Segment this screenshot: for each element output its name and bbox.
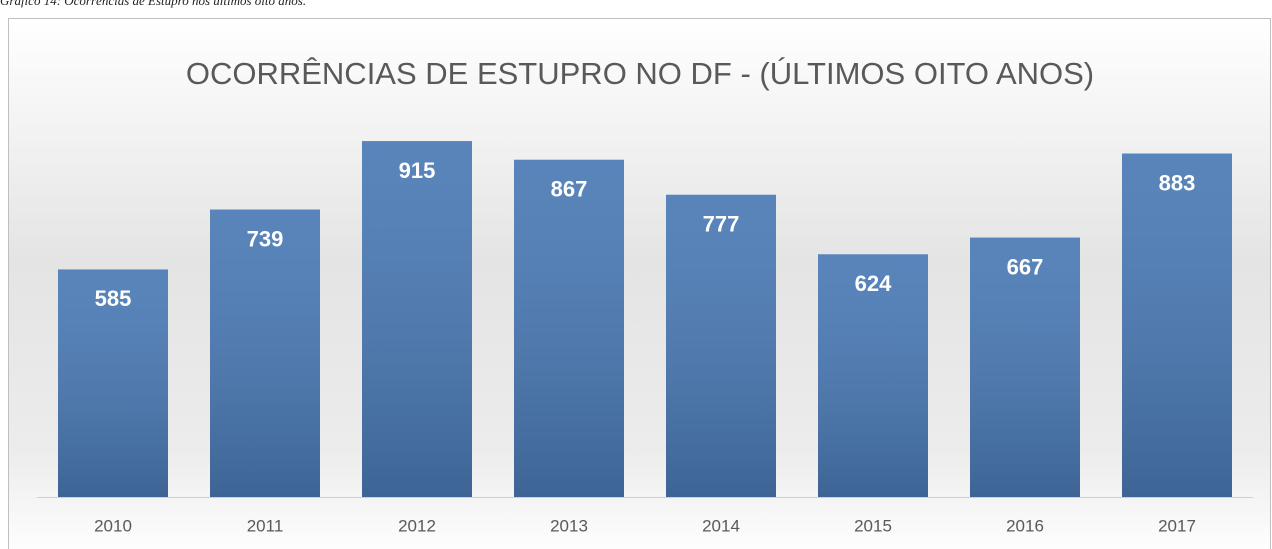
chart-frame [8,18,1271,549]
bar [210,209,320,498]
bar [1122,153,1232,497]
bar [362,141,472,497]
data-label: 585 [95,286,132,311]
x-tick-label: 2017 [1158,516,1196,535]
x-tick-label: 2013 [550,516,588,535]
caption: Gráfico 14: Ocorrências de Estupro nos ú… [0,0,307,8]
data-label: 867 [551,177,588,202]
data-label: 777 [703,212,740,237]
chart-title: OCORRÊNCIAS DE ESTUPRO NO DF - (ÚLTIMOS … [186,56,1094,91]
data-label: 915 [399,158,436,183]
x-tick-label: 2012 [398,516,436,535]
data-label: 624 [855,271,892,296]
bar [514,159,624,497]
bar [666,194,776,497]
data-label: 739 [247,226,284,251]
x-tick-label: 2014 [702,516,740,535]
x-tick-label: 2010 [94,516,132,535]
x-tick-label: 2015 [854,516,892,535]
data-label: 667 [1007,254,1044,279]
x-tick-label: 2011 [247,516,284,535]
data-label: 883 [1159,170,1196,195]
x-tick-label: 2016 [1006,516,1044,535]
